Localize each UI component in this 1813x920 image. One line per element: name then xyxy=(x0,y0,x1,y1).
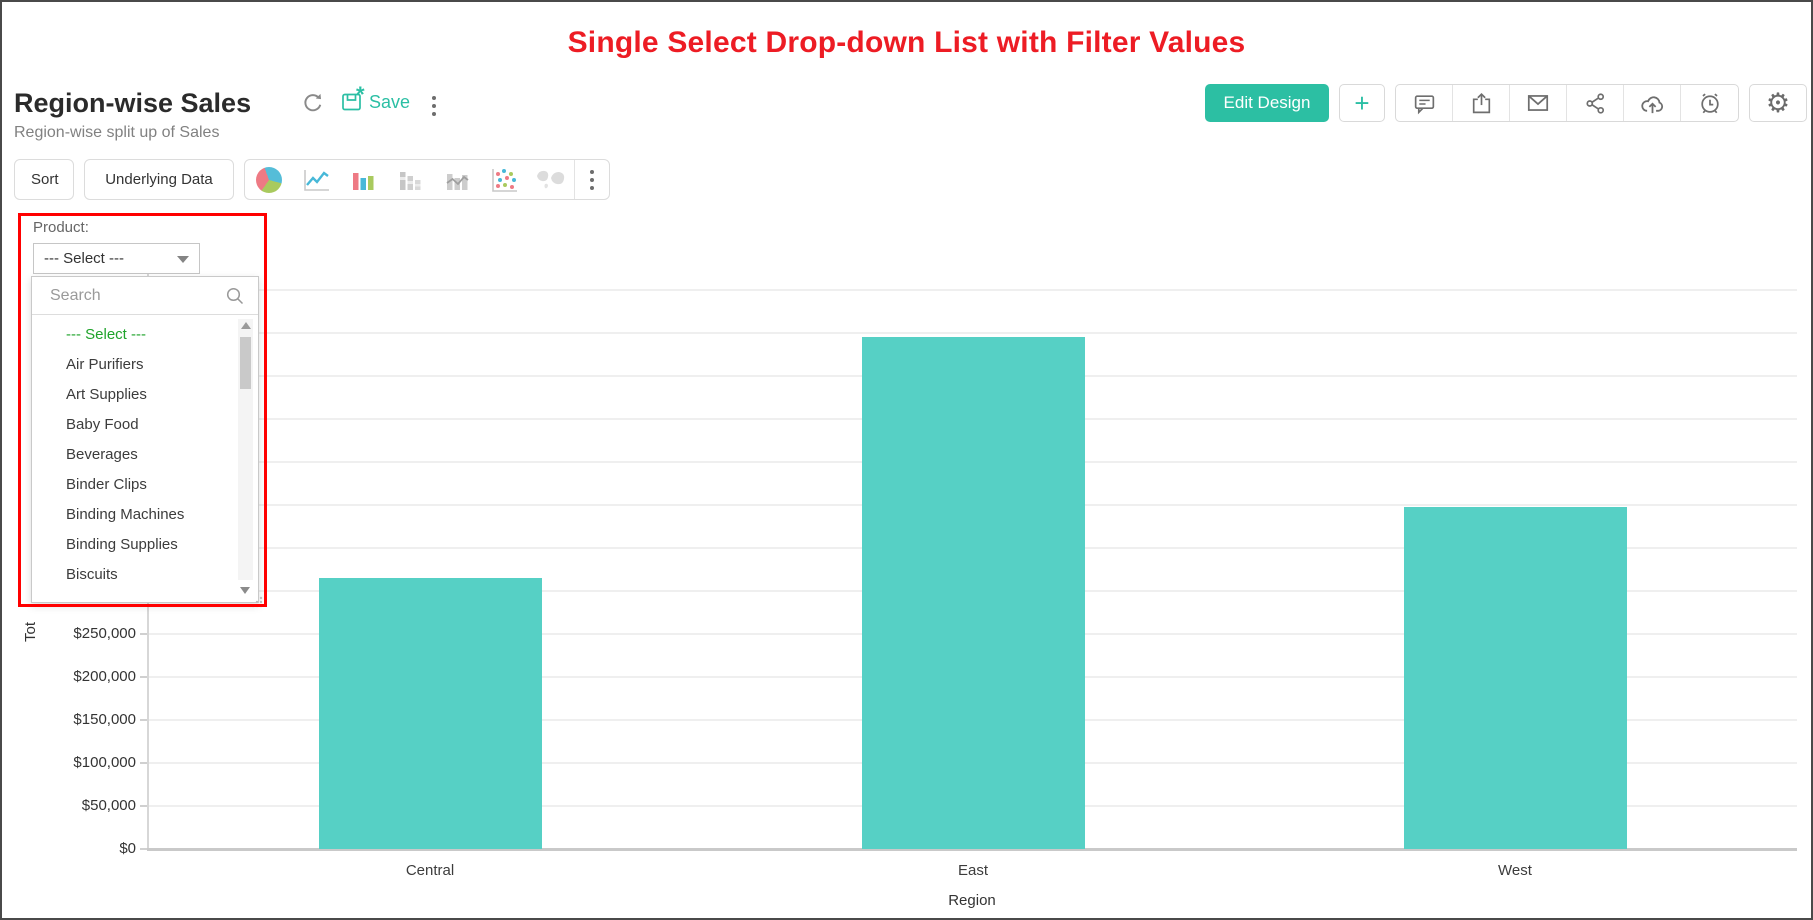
settings-gear-icon: ⚙ xyxy=(1765,87,1791,119)
plus-icon: + xyxy=(1354,88,1370,118)
option-binding-supplies[interactable]: Binding Supplies xyxy=(66,536,178,553)
edit-design-button[interactable]: Edit Design xyxy=(1205,84,1329,122)
bar-line-combo-button[interactable] xyxy=(433,160,480,199)
gridline xyxy=(147,332,1797,334)
save-icon: * xyxy=(340,82,365,114)
scroll-up-icon[interactable] xyxy=(241,322,251,329)
underlying-data-button[interactable]: Underlying Data xyxy=(84,159,234,200)
scatter-chart-icon xyxy=(491,168,517,192)
save-button[interactable]: * Save xyxy=(340,82,411,114)
alarm-button[interactable] xyxy=(1681,85,1738,121)
comment-button[interactable] xyxy=(1396,85,1453,121)
pie-chart-button[interactable] xyxy=(245,160,292,199)
search-bar xyxy=(32,277,258,315)
y-tick-label: $50,000 xyxy=(81,797,136,814)
filter-label: Product: xyxy=(33,219,89,236)
x-tick-label: Central xyxy=(405,862,455,879)
refresh-icon[interactable] xyxy=(300,90,326,116)
search-input[interactable] xyxy=(32,277,258,314)
x-axis-line xyxy=(147,848,1797,851)
y-tick-label: $250,000 xyxy=(73,625,136,642)
scatter-chart-button[interactable] xyxy=(480,160,527,199)
line-chart-icon xyxy=(303,169,329,191)
scrollbar[interactable] xyxy=(238,319,253,580)
option-baby-food[interactable]: Baby Food xyxy=(66,416,139,433)
scrollbar-thumb[interactable] xyxy=(240,337,251,389)
save-label: Save xyxy=(369,91,411,112)
export-button[interactable] xyxy=(1453,85,1510,121)
cloud-upload-button[interactable] xyxy=(1624,85,1681,121)
line-chart-button[interactable] xyxy=(292,160,339,199)
bar-west[interactable] xyxy=(1403,506,1627,849)
stacked-bar-icon xyxy=(399,171,420,190)
page-subtitle: Region-wise split up of Sales xyxy=(14,124,220,141)
email-button[interactable] xyxy=(1510,85,1567,121)
y-tick-mark xyxy=(140,762,147,764)
option-biscuits[interactable]: Biscuits xyxy=(66,566,118,583)
y-tick-mark xyxy=(140,805,147,807)
sort-button[interactable]: Sort xyxy=(14,159,74,200)
chevron-down-icon xyxy=(177,256,189,263)
option-select[interactable]: --- Select --- xyxy=(66,326,146,343)
add-button[interactable]: + xyxy=(1339,84,1385,122)
email-icon xyxy=(1527,95,1549,111)
gridline xyxy=(147,289,1797,291)
bar-east[interactable] xyxy=(861,337,1085,849)
x-tick-label: East xyxy=(957,862,988,879)
save-star: * xyxy=(356,82,365,107)
option-beverages[interactable]: Beverages xyxy=(66,446,138,463)
y-tick-label: $100,000 xyxy=(73,754,136,771)
option-air-purifiers[interactable]: Air Purifiers xyxy=(66,356,144,373)
bar-line-combo-icon xyxy=(445,173,469,190)
y-tick-label: $200,000 xyxy=(73,668,136,685)
map-chart-icon xyxy=(536,170,564,188)
chart-more-icon[interactable] xyxy=(575,160,609,199)
resize-grip-icon[interactable] xyxy=(249,594,265,610)
search-icon xyxy=(226,287,244,305)
y-axis-title: Tot xyxy=(21,622,39,643)
option-binder-clips[interactable]: Binder Clips xyxy=(66,476,147,493)
x-axis-title: Region xyxy=(948,892,996,909)
more-icon[interactable] xyxy=(428,92,440,120)
pie-chart-icon xyxy=(255,166,282,193)
bar-central[interactable] xyxy=(318,578,542,849)
bar-chart-button[interactable] xyxy=(339,160,386,199)
y-tick-label: $0 xyxy=(119,840,136,857)
map-chart-button[interactable] xyxy=(527,160,574,199)
cloud-upload-icon xyxy=(1640,95,1663,113)
dropdown-panel: --- Select --- Air Purifiers Art Supplies B… xyxy=(31,276,263,608)
chart-type-group xyxy=(244,159,610,200)
header-action-group xyxy=(1395,84,1739,122)
selected-value: --- Select --- xyxy=(44,250,124,267)
option-art-supplies[interactable]: Art Supplies xyxy=(66,386,147,403)
scroll-down-icon[interactable] xyxy=(240,587,250,594)
export-icon xyxy=(1472,92,1490,113)
y-tick-mark xyxy=(140,848,147,850)
stacked-bar-button[interactable] xyxy=(386,160,433,199)
divider xyxy=(574,160,575,199)
share-icon xyxy=(1585,92,1604,114)
y-tick-mark xyxy=(140,676,147,678)
share-button[interactable] xyxy=(1567,85,1624,121)
page-title: Region-wise Sales xyxy=(14,88,252,118)
y-tick-mark xyxy=(140,719,147,721)
x-tick-label: West xyxy=(1498,862,1532,879)
comment-icon xyxy=(1414,94,1434,114)
bar-chart-icon xyxy=(352,172,373,190)
settings-button[interactable]: ⚙ xyxy=(1749,84,1807,122)
product-select-dropdown[interactable]: --- Select --- xyxy=(33,243,200,274)
option-list: --- Select --- Air Purifiers Art Supplies B… xyxy=(32,315,236,602)
y-tick-label: $150,000 xyxy=(73,711,136,728)
option-binding-machines[interactable]: Binding Machines xyxy=(66,506,185,523)
alarm-icon xyxy=(1700,93,1719,114)
annotation-heading: Single Select Drop-down List with Filter… xyxy=(567,26,1246,59)
y-tick-mark xyxy=(140,633,147,635)
